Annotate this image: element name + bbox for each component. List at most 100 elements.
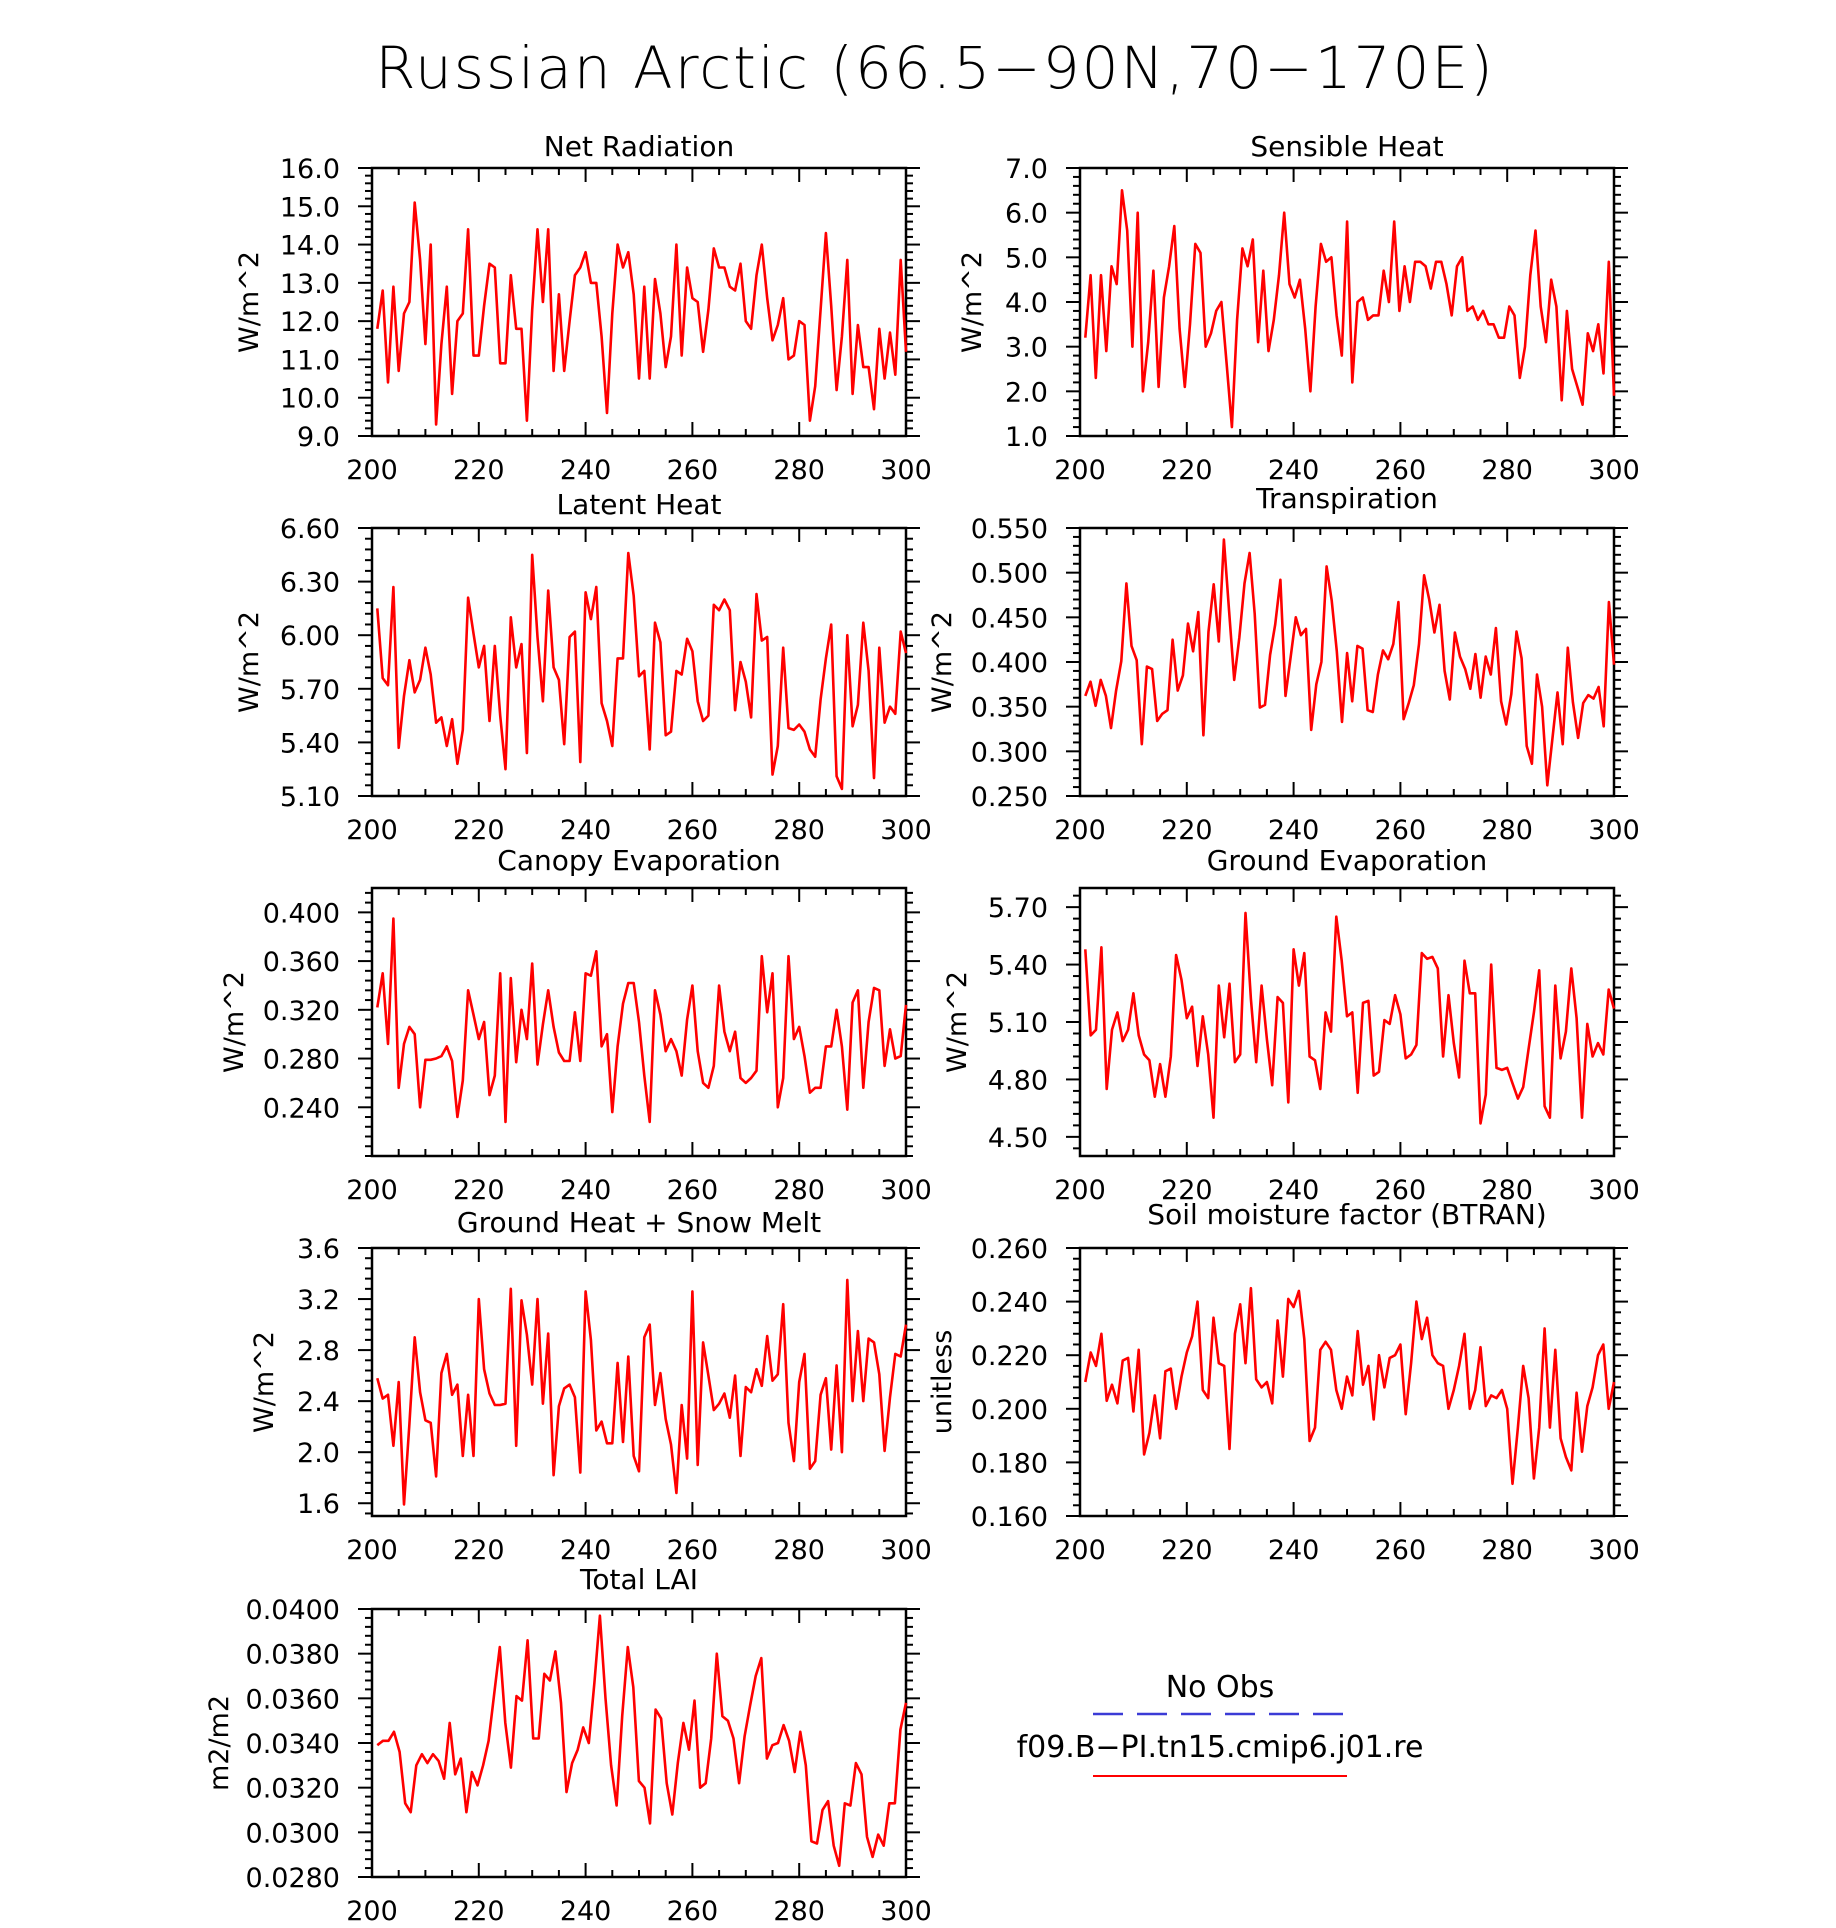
y-tick-label: 0.160 (971, 1502, 1048, 1533)
y-tick-label: 11.0 (280, 345, 340, 376)
panel-title: Transpiration (1255, 482, 1438, 515)
x-tick-label: 300 (1588, 1535, 1640, 1566)
plot-frame (1078, 166, 1616, 438)
y-tick-label: 5.40 (280, 728, 340, 759)
x-tick-label: 220 (1161, 815, 1213, 846)
y-axis-label: W/m^2 (927, 611, 958, 713)
x-tick-label: 260 (667, 1535, 719, 1566)
x-tick-label: 260 (667, 1175, 719, 1206)
x-tick-label: 260 (667, 455, 719, 486)
y-tick-label: 7.0 (1005, 154, 1048, 185)
x-tick-label: 200 (1054, 1535, 1106, 1566)
y-tick-label: 15.0 (280, 192, 340, 223)
panel-5: Canopy Evaporation 200 220 240 260 280 300 0.24… (219, 844, 932, 1206)
x-tick-label: 240 (560, 1175, 612, 1206)
panel-title: Canopy Evaporation (497, 844, 780, 877)
x-tick-label: 200 (346, 1535, 398, 1566)
x-tick-label: 240 (560, 1896, 612, 1927)
y-tick-label: 0.360 (263, 947, 340, 978)
x-tick-label: 200 (1054, 815, 1106, 846)
y-tick-label: 4.80 (988, 1065, 1048, 1096)
y-axis-label: m2/m2 (204, 1695, 235, 1791)
panel-title: Total LAI (579, 1563, 698, 1596)
x-tick-label: 300 (880, 1896, 932, 1927)
y-tick-label: 1.0 (1005, 422, 1048, 453)
y-tick-label: 0.400 (263, 898, 340, 929)
x-tick-label: 280 (773, 455, 825, 486)
series-line-1 (1084, 911, 1616, 1125)
panel-7: Ground Heat + Snow Melt 200 220 240 260 280 30… (249, 1206, 932, 1566)
y-axis-label: W/m^2 (249, 1331, 280, 1433)
y-tick-label: 5.10 (988, 1008, 1048, 1039)
x-tick-label: 240 (1268, 455, 1320, 486)
x-tick-label: 200 (346, 1896, 398, 1927)
y-tick-label: 0.0320 (246, 1774, 340, 1805)
x-tick-label: 300 (1588, 1175, 1640, 1206)
panel-title: Latent Heat (556, 488, 721, 521)
y-tick-label: 0.200 (971, 1395, 1048, 1426)
y-tick-label: 2.0 (1005, 377, 1048, 408)
legend: No Obs f09.B−PI.tn15.cmip6.j01.re (1017, 1670, 1424, 1777)
y-axis-label: W/m^2 (942, 971, 973, 1073)
series-line-1 (1084, 538, 1616, 787)
x-tick-label: 280 (1481, 815, 1533, 846)
panels: Net Radiation 200 220 240 260 280 300 9.0 10.0 11… (204, 130, 1640, 1927)
x-tick-label: 200 (1054, 455, 1106, 486)
y-tick-label: 0.180 (971, 1448, 1048, 1479)
panel-title: Soil moisture factor (BTRAN) (1147, 1198, 1546, 1231)
x-tick-label: 260 (1375, 815, 1427, 846)
x-tick-label: 260 (1375, 1535, 1427, 1566)
y-axis-label: unitless (927, 1330, 958, 1435)
x-tick-label: 220 (453, 1175, 505, 1206)
y-tick-label: 9.0 (297, 422, 340, 453)
panel-title: Ground Evaporation (1207, 844, 1488, 877)
y-tick-label: 0.350 (971, 693, 1048, 724)
panel-3: Latent Heat 200 220 240 260 280 300 5.10 5.40 5.7… (234, 488, 932, 846)
y-tick-label: 0.0360 (246, 1684, 340, 1715)
series-line-1 (376, 551, 908, 791)
y-tick-label: 5.70 (280, 675, 340, 706)
x-tick-label: 300 (1588, 455, 1640, 486)
y-axis-label: W/m^2 (234, 251, 265, 353)
x-tick-label: 200 (346, 815, 398, 846)
y-tick-label: 0.260 (971, 1234, 1048, 1265)
y-tick-label: 0.450 (971, 603, 1048, 634)
y-tick-label: 10.0 (280, 384, 340, 415)
y-axis-label: W/m^2 (219, 971, 250, 1073)
legend-model-label: f09.B−PI.tn15.cmip6.j01.re (1017, 1730, 1424, 1765)
x-tick-label: 300 (880, 815, 932, 846)
y-tick-label: 0.250 (971, 782, 1048, 813)
series-line-1 (1084, 189, 1616, 429)
y-tick-label: 0.500 (971, 559, 1048, 590)
y-tick-label: 2.8 (297, 1336, 340, 1367)
panel-8: Soil moisture factor (BTRAN) 200 220 240 260… (927, 1198, 1640, 1566)
x-tick-label: 240 (560, 815, 612, 846)
y-tick-label: 14.0 (280, 231, 340, 262)
x-tick-label: 220 (453, 455, 505, 486)
series-line-1 (376, 917, 908, 1124)
y-tick-label: 12.0 (280, 307, 340, 338)
panel-2: Sensible Heat 200 220 240 260 280 300 1.0 2.0 3.0… (957, 130, 1640, 486)
plot-frame (1078, 886, 1616, 1158)
x-tick-label: 240 (1268, 1535, 1320, 1566)
y-tick-label: 3.0 (1005, 333, 1048, 364)
plot-frame (370, 166, 908, 438)
y-tick-label: 0.240 (263, 1093, 340, 1124)
y-tick-label: 0.280 (263, 1045, 340, 1076)
panel-6: Ground Evaporation 200 220 240 260 280 300 4.50… (942, 844, 1640, 1206)
y-tick-label: 6.00 (280, 621, 340, 652)
x-tick-label: 280 (773, 1175, 825, 1206)
x-tick-label: 200 (1054, 1175, 1106, 1206)
y-tick-label: 5.10 (280, 782, 340, 813)
panel-1: Net Radiation 200 220 240 260 280 300 9.0 10.0 11… (234, 130, 932, 486)
y-tick-label: 3.6 (297, 1234, 340, 1265)
x-tick-label: 260 (667, 815, 719, 846)
y-tick-label: 13.0 (280, 269, 340, 300)
y-tick-label: 0.0300 (246, 1818, 340, 1849)
y-tick-label: 6.0 (1005, 199, 1048, 230)
x-tick-label: 240 (560, 1535, 612, 1566)
panel-title: Sensible Heat (1250, 130, 1443, 163)
y-tick-label: 4.50 (988, 1123, 1048, 1154)
y-tick-label: 0.550 (971, 514, 1048, 545)
